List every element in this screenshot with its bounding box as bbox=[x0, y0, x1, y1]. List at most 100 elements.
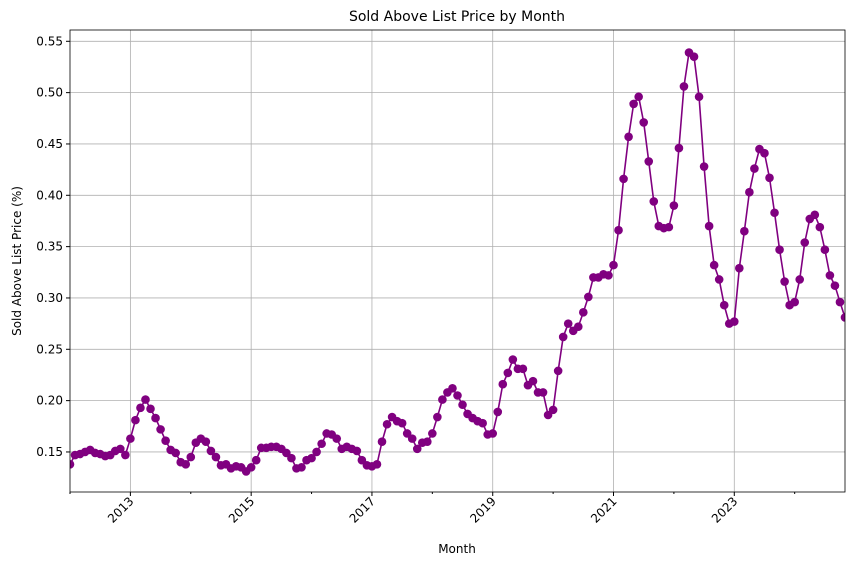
point bbox=[815, 222, 825, 232]
point bbox=[307, 453, 316, 463]
y-tick-label: 0.15 bbox=[36, 445, 63, 459]
point bbox=[714, 275, 724, 284]
point bbox=[548, 405, 558, 415]
point bbox=[619, 174, 628, 184]
point bbox=[649, 197, 659, 206]
point bbox=[694, 92, 704, 102]
point bbox=[161, 436, 170, 445]
point bbox=[579, 308, 588, 317]
grid bbox=[70, 30, 845, 492]
point bbox=[840, 313, 845, 322]
point bbox=[674, 143, 684, 153]
point bbox=[508, 355, 518, 364]
point bbox=[146, 404, 155, 414]
point bbox=[644, 157, 654, 166]
point bbox=[820, 245, 830, 255]
point bbox=[770, 208, 779, 218]
point bbox=[584, 292, 593, 302]
point bbox=[719, 300, 729, 310]
point bbox=[201, 437, 211, 446]
series bbox=[70, 48, 845, 476]
point bbox=[131, 415, 140, 425]
point bbox=[428, 429, 437, 438]
point bbox=[317, 439, 326, 449]
point bbox=[745, 187, 754, 197]
point bbox=[438, 395, 447, 404]
y-tick-label: 0.40 bbox=[36, 188, 63, 202]
x-tick-label: 2019 bbox=[467, 494, 498, 525]
point bbox=[488, 429, 498, 438]
point bbox=[538, 388, 548, 397]
point bbox=[171, 448, 180, 458]
point bbox=[397, 418, 407, 428]
y-tick-label: 0.25 bbox=[36, 342, 63, 356]
point bbox=[382, 419, 392, 429]
point bbox=[609, 260, 618, 270]
y-tick-label: 0.55 bbox=[36, 34, 63, 48]
y-axis-label: Sold Above List Price (%) bbox=[10, 186, 24, 336]
point bbox=[740, 226, 749, 236]
point bbox=[453, 391, 462, 400]
x-tick-label: 2017 bbox=[347, 494, 378, 525]
x-tick-label: 2021 bbox=[588, 494, 619, 525]
x-tick-label: 2015 bbox=[226, 494, 257, 525]
point bbox=[800, 238, 810, 247]
point bbox=[186, 452, 196, 462]
chart-title: Sold Above List Price by Month bbox=[349, 9, 565, 25]
point bbox=[156, 425, 165, 434]
point bbox=[709, 260, 719, 270]
point bbox=[614, 225, 623, 235]
plot-frame bbox=[69, 29, 846, 493]
point bbox=[795, 275, 805, 284]
point bbox=[206, 446, 216, 456]
point bbox=[116, 444, 125, 454]
point bbox=[126, 434, 135, 443]
point bbox=[664, 222, 674, 232]
point bbox=[377, 437, 387, 446]
point bbox=[503, 368, 513, 378]
point bbox=[312, 447, 321, 457]
point bbox=[810, 210, 820, 220]
point bbox=[760, 148, 769, 158]
point bbox=[563, 319, 573, 328]
point bbox=[679, 82, 689, 91]
point bbox=[372, 459, 382, 469]
point bbox=[639, 118, 649, 127]
point bbox=[407, 434, 417, 443]
point bbox=[528, 376, 538, 386]
point bbox=[518, 364, 528, 374]
point bbox=[573, 322, 583, 332]
y-tick-label: 0.20 bbox=[36, 394, 63, 408]
y-tick-label: 0.35 bbox=[36, 240, 63, 254]
point bbox=[704, 221, 714, 231]
point bbox=[478, 418, 487, 428]
point bbox=[780, 277, 789, 286]
point bbox=[332, 434, 342, 443]
point bbox=[669, 201, 679, 210]
point bbox=[634, 92, 643, 102]
point bbox=[729, 317, 739, 326]
point bbox=[211, 452, 221, 462]
point bbox=[825, 271, 835, 280]
point bbox=[689, 52, 699, 61]
point bbox=[423, 437, 432, 446]
point bbox=[448, 384, 457, 393]
point bbox=[835, 297, 845, 307]
point bbox=[553, 366, 563, 376]
line bbox=[70, 51, 845, 473]
point bbox=[624, 132, 633, 142]
x-axis-label: Month bbox=[438, 542, 476, 556]
point bbox=[765, 173, 774, 183]
point bbox=[558, 332, 568, 342]
point bbox=[287, 453, 296, 463]
point bbox=[412, 444, 422, 454]
point bbox=[141, 395, 150, 404]
point bbox=[352, 446, 362, 456]
y-tick-label: 0.45 bbox=[36, 137, 63, 151]
point bbox=[735, 263, 744, 273]
point bbox=[830, 281, 840, 290]
point bbox=[604, 271, 613, 280]
point bbox=[297, 463, 306, 472]
point bbox=[775, 245, 784, 255]
y-tick-label: 0.30 bbox=[36, 291, 63, 305]
